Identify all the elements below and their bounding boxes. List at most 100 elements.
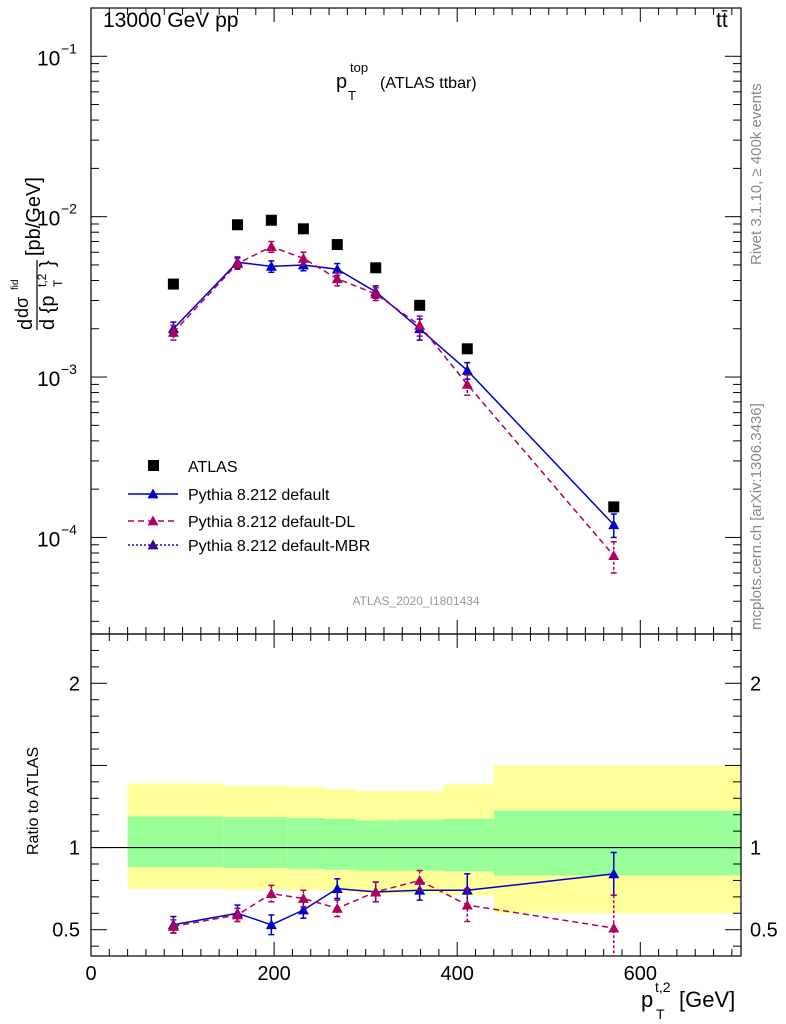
data-point [461, 343, 473, 355]
ratio-point [331, 902, 343, 913]
data-point [461, 378, 473, 389]
svg-text:d {p: d {p [37, 296, 59, 330]
inner-band-segment [493, 810, 741, 876]
legend-entry: ATLAS [148, 459, 238, 476]
data-point [297, 252, 309, 263]
rivet-version-label: Rivet 3.1.10, ≥ 400k events [748, 83, 765, 265]
ratio-y-tick-label: 1 [69, 838, 80, 860]
data-point [231, 258, 243, 268]
svg-text:10: 10 [37, 528, 60, 551]
y-tick-label: 10 −1 [37, 40, 77, 70]
legend-marker [147, 488, 159, 499]
data-point [370, 262, 382, 274]
data-point [331, 263, 343, 274]
series-line [172, 245, 615, 557]
legend: ATLAS Pythia 8.212 default Pythia 8.212 de… [128, 459, 370, 555]
svg-text:−1: −1 [61, 40, 77, 56]
y-axis-title: d dσ fid d {p T t,2 } [pb/GeV] [10, 177, 65, 330]
ratio-frame [90, 633, 742, 957]
legend-label: ATLAS [188, 459, 238, 476]
data-point [370, 288, 382, 299]
inner-band-segment [443, 818, 494, 872]
ratio-y-tick-label-right: 0.5 [750, 920, 778, 942]
inner-band-segment [356, 820, 398, 871]
svg-text:fid: fid [10, 279, 21, 290]
inner-band-segment [397, 819, 444, 871]
svg-text:t,2: t,2 [35, 273, 49, 287]
ratio-point [265, 919, 277, 930]
legend-label: Pythia 8.212 default-MBR [188, 538, 370, 555]
data-point [231, 219, 243, 231]
mcplots-label: mcplots.cern.ch [arXiv:1306.3436] [748, 403, 765, 630]
svg-text:p: p [641, 987, 653, 1012]
ratio-point [231, 909, 243, 920]
svg-text:10: 10 [37, 47, 60, 70]
ratio-series-1 [167, 869, 620, 956]
svg-text:}: } [37, 260, 59, 267]
analysis-watermark: ATLAS_2020_I1801434 [352, 594, 480, 608]
svg-text:T: T [348, 88, 356, 103]
inner-band-segment [287, 818, 325, 869]
svg-text:p: p [336, 71, 347, 93]
ratio-point [331, 883, 343, 894]
data-point [167, 278, 179, 290]
svg-text:10: 10 [37, 368, 60, 391]
ratio-series-0 [167, 851, 620, 936]
series-0 [167, 214, 620, 513]
x-tick-label: 0 [85, 963, 96, 985]
legend-label: Pythia 8.212 default [188, 487, 330, 504]
legend-entry: Pythia 8.212 default-MBR [128, 538, 370, 555]
legend-entry: Pythia 8.212 default-DL [128, 514, 355, 531]
data-point [167, 326, 179, 337]
y-tick-label: 10 −4 [37, 521, 77, 551]
ratio-point [265, 888, 277, 898]
inner-band-segment [127, 816, 224, 868]
series-line [172, 261, 615, 526]
series-2 [167, 240, 620, 574]
x-tick-label: 200 [257, 963, 290, 985]
svg-text:10: 10 [37, 208, 60, 231]
legend-marker [148, 460, 159, 471]
svg-text:d: d [15, 319, 37, 330]
ratio-point [461, 899, 473, 910]
ratio-point [297, 893, 309, 903]
ratio-y-tick-label: 0.5 [52, 920, 80, 942]
data-point [608, 501, 620, 513]
x-axis-title: p T t,2 [GeV] [641, 979, 735, 1022]
ratio-point [608, 922, 620, 933]
x-tick-label: 400 [441, 963, 474, 985]
svg-text:T: T [656, 1006, 665, 1022]
ratio-point [414, 874, 426, 885]
data-point [265, 241, 277, 252]
data-point [265, 260, 277, 271]
ratio-y-tick-label: 2 [69, 673, 80, 695]
process-label: tt̄ [716, 9, 728, 32]
ratio-point [167, 920, 179, 931]
inner-band-segment [223, 817, 288, 869]
y-tick-label: 10 −3 [37, 361, 77, 391]
ratio-point [608, 868, 620, 879]
ratio-point [370, 886, 382, 897]
ratio-y-tick-label-right: 1 [750, 838, 761, 860]
data-point [331, 273, 343, 284]
svg-text:−4: −4 [61, 521, 77, 537]
y-tick-label: 10 −2 [37, 201, 77, 231]
x-tick-label: 600 [624, 963, 657, 985]
svg-text:t,2: t,2 [655, 979, 671, 995]
svg-text:−2: −2 [61, 201, 77, 217]
legend-marker [147, 539, 159, 550]
data-point [297, 223, 309, 235]
data-point [331, 239, 343, 251]
svg-text:[pb/GeV]: [pb/GeV] [23, 177, 45, 256]
legend-marker [147, 515, 159, 526]
ratio-panel: 0 200 400 600 0.5 0.5 1 1 2 2 [52, 633, 778, 985]
svg-text:T: T [51, 279, 65, 287]
ratio-y-axis-title: Ratio to ATLAS [25, 747, 42, 855]
legend-label: Pythia 8.212 default-DL [188, 514, 355, 531]
data-point [265, 214, 277, 226]
data-point [608, 519, 620, 530]
svg-text:−3: −3 [61, 361, 77, 377]
data-point [608, 550, 620, 561]
svg-text:dσ: dσ [12, 297, 32, 318]
